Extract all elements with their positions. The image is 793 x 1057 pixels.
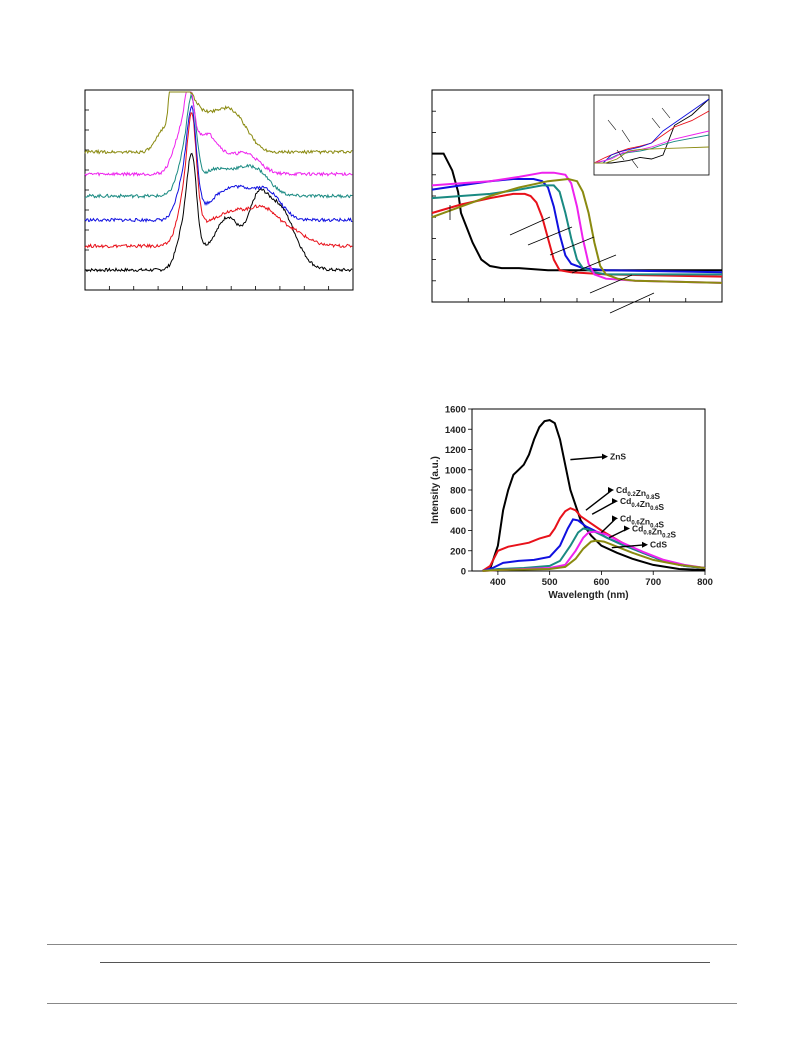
- pl-y-tick-label: 1200: [445, 445, 466, 456]
- pl-annotation-label: Cd0.4Zn0.6S: [620, 496, 664, 512]
- pl-annotation-arrowhead: [612, 515, 618, 522]
- pl-chart-svg: 0 200 400 600 800 1000 1200 1400 1600 400 500 600 70…: [430, 405, 713, 602]
- xrd-chart: [60, 80, 360, 300]
- xrd-series-line: [84, 104, 353, 223]
- absorbance-inset-series-line: [593, 130, 710, 164]
- absorbance-pointer-arrow: [527, 226, 573, 246]
- pl-x-tick-label: 700: [645, 577, 661, 588]
- absorbance-inset-series-line: [593, 134, 710, 164]
- pl-annotation-label-part: S: [658, 519, 664, 529]
- pl-series-line: [482, 419, 706, 572]
- absorbance-series-line: [432, 152, 722, 272]
- xrd-series-line: [84, 112, 353, 249]
- pl-annotation-label-part: 0.4: [631, 503, 640, 509]
- pl-y-tick-label: 1400: [445, 425, 466, 436]
- pl-annotation-label-part: 0.6: [631, 520, 640, 526]
- pl-annotation-label-part: S: [670, 530, 676, 540]
- pl-annotation-arrowhead: [642, 541, 648, 548]
- pl-annotation-label-part: ZnS: [610, 452, 626, 462]
- pl-chart: 0 200 400 600 800 1000 1200 1400 1600 400 500 600 70…: [420, 395, 720, 620]
- pl-annotation-label-part: 0.2: [662, 534, 671, 540]
- absorbance-inset-pointer: [631, 159, 639, 169]
- absorbance-inset-series-line: [594, 98, 710, 164]
- pl-y-tick-label: 800: [450, 486, 466, 497]
- pl-x-axis-label: Wavelength (nm): [548, 590, 628, 601]
- pl-annotation-label: Cd0.8Zn0.2S: [632, 524, 676, 540]
- xrd-chart-svg: [84, 89, 354, 291]
- table-top-rule: [47, 944, 737, 945]
- absorbance-pointer-arrow: [609, 292, 655, 314]
- pl-annotation-label-part: Zn: [640, 499, 650, 509]
- pl-y-tick-label: 1600: [445, 405, 466, 416]
- pl-annotation-label: Cd0.2Zn0.8S: [616, 485, 660, 501]
- pl-annotation-label-part: Cd: [620, 513, 631, 523]
- pl-annotation-label-part: 0.8: [646, 495, 655, 501]
- pl-annotation-label-part: Zn: [636, 488, 646, 498]
- pl-annotation-label: CdS: [650, 540, 667, 550]
- absorbance-chart-svg: [431, 89, 723, 314]
- absorbance-series-line: [431, 171, 723, 284]
- absorbance-inset-pointer: [616, 149, 625, 161]
- xrd-series-line: [84, 152, 353, 273]
- pl-annotation-label-part: 0.8: [643, 531, 652, 537]
- pl-annotation-label: Cd0.6Zn0.4S: [620, 513, 664, 529]
- pl-y-tick-label: 0: [461, 567, 466, 578]
- table-header-rule: [100, 962, 710, 963]
- pl-annotation-arrow: [600, 517, 617, 534]
- pl-annotation-label-part: 0.6: [650, 506, 659, 512]
- absorbance-pointer-arrow: [571, 254, 617, 274]
- pl-annotation-arrowhead: [602, 453, 608, 460]
- pl-x-tick-label: 500: [542, 577, 558, 588]
- pl-y-tick-label: 600: [450, 506, 466, 517]
- pl-x-tick-label: 800: [697, 577, 713, 588]
- absorbance-series-line: [431, 184, 722, 276]
- pl-y-axis-label: Intensity (a.u.): [430, 456, 441, 524]
- pl-annotation-label-part: 0.2: [627, 492, 636, 498]
- pl-annotation-label-part: S: [658, 502, 664, 512]
- absorbance-pointer-arrow: [589, 274, 633, 294]
- pl-annotation-arrowhead: [624, 525, 630, 532]
- absorbance-series-line: [431, 177, 723, 284]
- pl-annotation-label-part: 0.4: [650, 523, 659, 529]
- pl-x-tick-label: 600: [594, 577, 610, 588]
- pl-y-tick-label: 1000: [445, 465, 466, 476]
- absorbance-inset-series-line: [594, 146, 710, 164]
- pl-annotation-label-part: Cd: [616, 485, 627, 495]
- table-bottom-rule: [47, 1003, 737, 1004]
- pl-annotation-label-part: Zn: [652, 527, 662, 537]
- absorbance-series-line: [431, 192, 723, 278]
- absorbance-pointer-arrow: [509, 216, 551, 236]
- absorbance-inset-pointer: [607, 119, 617, 131]
- xrd-plot-frame: [84, 89, 354, 291]
- pl-annotation-arrowhead: [608, 487, 614, 494]
- pl-annotation-label-part: CdS: [650, 540, 667, 550]
- pl-annotation-label-part: S: [654, 491, 660, 501]
- absorbance-inset-pointer: [661, 107, 671, 119]
- xrd-series-line: [84, 91, 353, 177]
- pl-annotation-arrow: [611, 544, 647, 549]
- pl-x-tick-label: 400: [490, 577, 506, 588]
- pl-annotation-label-part: Zn: [640, 516, 650, 526]
- pl-annotation-label: ZnS: [610, 452, 626, 462]
- absorbance-inset-pointer: [621, 129, 631, 143]
- xrd-series-line: [84, 91, 353, 155]
- pl-annotation-arrow: [585, 489, 613, 511]
- pl-annotation-arrowhead: [612, 498, 618, 505]
- pl-annotation-label-part: Cd: [620, 496, 631, 506]
- pl-annotation-arrow: [570, 455, 607, 461]
- pl-y-tick-label: 400: [450, 526, 466, 537]
- xrd-series-line: [84, 93, 353, 199]
- pl-series-line: [482, 539, 706, 572]
- pl-annotation-label-part: Cd: [632, 524, 643, 534]
- absorbance-inset-pointer: [651, 117, 661, 129]
- absorbance-pointer-arrow: [549, 236, 595, 256]
- absorbance-inset-series-line: [594, 98, 710, 164]
- absorbance-chart: [412, 80, 732, 320]
- pl-y-tick-label: 200: [450, 546, 466, 557]
